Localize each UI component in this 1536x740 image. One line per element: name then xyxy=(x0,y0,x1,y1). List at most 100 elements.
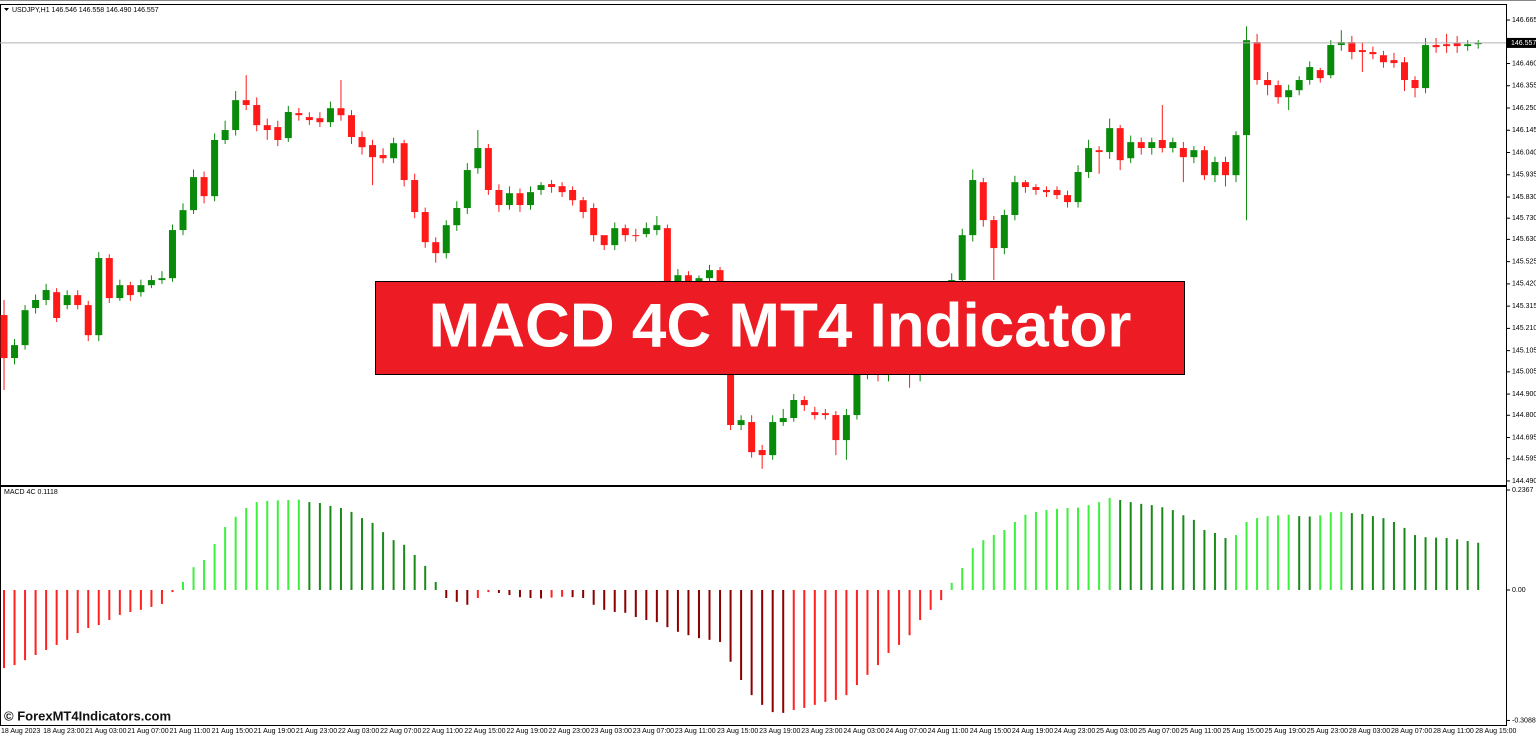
candle-body xyxy=(1137,142,1145,149)
candle-body xyxy=(337,108,345,116)
candle-body xyxy=(579,200,587,213)
candle-body xyxy=(769,422,777,456)
x-tick-label: 22 Aug 07:00 xyxy=(380,728,421,735)
candle-body xyxy=(74,295,82,306)
candle-body xyxy=(21,310,29,346)
x-tick-label: 21 Aug 11:00 xyxy=(169,728,210,735)
candle-body xyxy=(548,184,556,188)
x-tick-label: 23 Aug 11:00 xyxy=(675,728,716,735)
candle-body xyxy=(1411,80,1419,89)
candle-body xyxy=(1232,135,1240,176)
candle-body xyxy=(527,192,534,206)
candle-body xyxy=(1011,182,1019,216)
candle-body xyxy=(590,208,598,236)
y-tick-label: -0.3088 xyxy=(1512,717,1536,724)
candle-body xyxy=(832,415,840,441)
y-tick-label: 144.490 xyxy=(1512,478,1536,485)
price-panel-title: USDJPY,H1 146.546 146.558 146.490 146.55… xyxy=(12,7,159,14)
candle-body xyxy=(1158,139,1166,149)
candle-body xyxy=(179,210,187,231)
candle-body xyxy=(842,415,850,441)
candle-body xyxy=(1064,195,1072,203)
candle-body xyxy=(369,145,377,158)
y-tick-label: 145.935 xyxy=(1512,172,1536,179)
candle-body xyxy=(958,235,966,281)
y-tick-label: 145.315 xyxy=(1512,303,1536,310)
watermark: © ForexMT4Indicators.com xyxy=(4,708,171,723)
candle-body xyxy=(1127,142,1135,159)
candle-body xyxy=(1316,70,1324,79)
x-tick-label: 24 Aug 23:00 xyxy=(1054,728,1095,735)
y-tick-label: 0.00 xyxy=(1512,587,1526,594)
candle-body xyxy=(379,155,387,159)
candle-body xyxy=(632,235,640,237)
macd-panel-frame xyxy=(0,486,1507,726)
candle-body xyxy=(200,177,208,197)
candle-body xyxy=(569,190,577,201)
candle-body xyxy=(1264,80,1272,86)
y-tick-label: 146.145 xyxy=(1512,127,1536,134)
candle-body xyxy=(706,270,714,279)
banner-title: MACD 4C MT4 Indicator xyxy=(429,291,1132,360)
candle-body xyxy=(1358,50,1366,53)
price-panel-frame xyxy=(0,4,1507,486)
candle-body xyxy=(84,305,92,336)
candle-body xyxy=(1253,42,1261,81)
candle-body xyxy=(1285,90,1293,98)
x-tick-label: 24 Aug 11:00 xyxy=(928,728,969,735)
x-tick-label: 21 Aug 19:00 xyxy=(254,728,295,735)
candle-body xyxy=(1179,148,1187,158)
candle-body xyxy=(1337,42,1345,46)
candle-body xyxy=(1474,42,1482,45)
y-tick-label: 145.005 xyxy=(1512,369,1536,376)
candle-body xyxy=(105,258,113,299)
candle-body xyxy=(495,190,503,206)
candle-body xyxy=(295,113,303,116)
candle-body xyxy=(1422,45,1430,89)
candle-body xyxy=(484,148,492,191)
candle-body xyxy=(790,400,798,419)
y-tick-label: 0.2367 xyxy=(1512,487,1534,494)
y-tick-label: 145.420 xyxy=(1512,281,1536,288)
x-tick-label: 28 Aug 07:00 xyxy=(1391,728,1432,735)
y-tick-label: 146.355 xyxy=(1512,83,1536,90)
candle-body xyxy=(1169,142,1177,149)
candle-body xyxy=(737,420,745,426)
candle-body xyxy=(1032,187,1040,191)
current-price-label: 146.557 xyxy=(1511,40,1536,47)
candle-body xyxy=(432,242,440,254)
candle-body xyxy=(1200,150,1208,176)
x-tick-label: 25 Aug 11:00 xyxy=(1180,728,1221,735)
candle-body xyxy=(1095,150,1103,153)
x-tick-label: 21 Aug 15:00 xyxy=(212,728,253,735)
candle-body xyxy=(53,292,61,319)
candle-body xyxy=(474,148,482,169)
candle-body xyxy=(147,280,155,286)
candle-body xyxy=(1379,55,1387,63)
current-price-tag xyxy=(1507,37,1536,48)
x-tick-label: 23 Aug 19:00 xyxy=(759,728,800,735)
x-tick-label: 22 Aug 03:00 xyxy=(338,728,379,735)
x-tick-label: 22 Aug 11:00 xyxy=(422,728,463,735)
x-tick-label: 25 Aug 03:00 xyxy=(1096,728,1137,735)
candle-body xyxy=(684,275,692,286)
x-tick-label: 21 Aug 03:00 xyxy=(85,728,126,735)
x-tick-label: 18 Aug 23:00 xyxy=(43,728,84,735)
candle-body xyxy=(284,112,292,139)
candle-body xyxy=(1000,215,1008,249)
candle-body xyxy=(1390,60,1398,64)
candle-body xyxy=(1074,171,1082,203)
candle-body xyxy=(611,228,619,246)
x-tick-label: 21 Aug 23:00 xyxy=(296,728,337,735)
candle-body xyxy=(853,370,861,416)
x-tick-label: 22 Aug 19:00 xyxy=(506,728,547,735)
x-tick-label: 23 Aug 23:00 xyxy=(801,728,842,735)
candle-body xyxy=(137,285,145,293)
x-tick-label: 21 Aug 07:00 xyxy=(127,728,168,735)
candle-body xyxy=(811,412,819,416)
candle-body xyxy=(1274,85,1282,98)
y-tick-label: 144.900 xyxy=(1512,391,1536,398)
y-tick-label: 145.630 xyxy=(1512,236,1536,243)
candle-body xyxy=(421,212,429,243)
x-tick-label: 25 Aug 23:00 xyxy=(1307,728,1348,735)
